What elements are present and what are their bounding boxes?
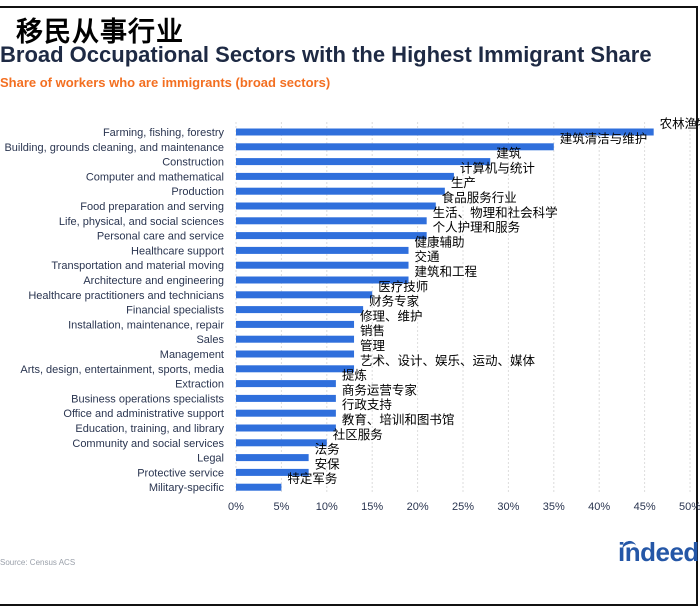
chinese-annotation: 教育、培训和图书馆 — [342, 412, 455, 427]
category-label: Installation, maintenance, repair — [68, 319, 224, 331]
chinese-annotation: 食品服务行业 — [442, 190, 517, 205]
chinese-annotation: 财务专家 — [369, 294, 420, 309]
bar — [236, 143, 554, 151]
bar — [236, 320, 355, 328]
chinese-annotation: 建筑清洁与维护 — [560, 131, 648, 146]
x-tick-label: 0% — [228, 501, 244, 513]
chinese-annotation: 社区服务 — [333, 427, 383, 442]
chinese-annotation: 个人护理和服务 — [433, 220, 521, 235]
category-label: Business operations specialists — [71, 393, 224, 405]
x-tick-label: 45% — [634, 501, 656, 513]
chinese-annotation: 计算机与统计 — [460, 160, 535, 175]
category-label: Arts, design, entertainment, sports, med… — [20, 364, 224, 376]
category-label: Healthcare support — [131, 245, 224, 257]
chinese-annotation: 生活、物理和社会科学 — [433, 205, 558, 220]
bar — [236, 350, 355, 358]
chart-title: Broad Occupational Sectors with the High… — [0, 42, 652, 67]
bar — [236, 380, 336, 388]
bar — [236, 187, 445, 195]
page-title-chinese: 移民从事行业 — [16, 17, 184, 48]
chart-frame — [0, 6, 698, 606]
category-label: Military-specific — [149, 482, 225, 494]
bar — [236, 483, 282, 491]
x-tick-label: 35% — [543, 501, 565, 513]
bar — [236, 424, 336, 432]
bar — [236, 158, 491, 166]
source-note: Source: Census ACS — [0, 558, 76, 567]
category-label: Food preparation and serving — [80, 201, 224, 213]
x-tick-label: 40% — [588, 501, 610, 513]
chinese-annotation: 提炼 — [342, 368, 367, 383]
bar — [236, 291, 373, 299]
chinese-annotation: 艺术、设计、娱乐、运动、媒体 — [360, 353, 536, 368]
category-label: Protective service — [137, 467, 224, 479]
bar — [236, 409, 336, 417]
chinese-annotation: 销售 — [360, 323, 385, 338]
category-label: Architecture and engineering — [83, 275, 224, 287]
bar — [236, 468, 309, 476]
category-label: Financial specialists — [126, 305, 224, 317]
chinese-annotation: 管理 — [360, 338, 386, 353]
x-tick-label: 20% — [407, 501, 429, 513]
chinese-annotation: 法务 — [315, 442, 340, 457]
category-label: Life, physical, and social sciences — [59, 216, 225, 228]
x-tick-label: 50% — [679, 501, 700, 513]
chinese-annotation: 安保 — [315, 456, 341, 471]
chinese-annotation: 修理、维护 — [360, 308, 423, 323]
category-label: Healthcare practitioners and technicians — [28, 290, 224, 302]
chinese-annotation: 商务运营专家 — [342, 382, 418, 397]
category-label: Construction — [162, 157, 224, 169]
category-label: Management — [160, 349, 224, 361]
bar — [236, 261, 409, 269]
bar — [236, 306, 364, 314]
chinese-annotation: 健康辅助 — [415, 234, 465, 249]
bar — [236, 217, 427, 225]
chinese-annotation: 医疗技师 — [378, 279, 428, 294]
chinese-annotation: 农林渔牧 — [660, 116, 700, 131]
bar — [236, 172, 454, 180]
category-label: Transportation and material moving — [51, 260, 224, 272]
category-label: Education, training, and library — [75, 423, 224, 435]
bar — [236, 276, 409, 284]
bar — [236, 335, 355, 343]
category-label: Community and social services — [72, 438, 224, 450]
bar — [236, 232, 427, 240]
x-tick-label: 5% — [273, 501, 289, 513]
x-tick-label: 15% — [361, 501, 383, 513]
category-label: Sales — [196, 334, 224, 346]
x-tick-label: 30% — [497, 501, 519, 513]
chinese-annotation: 建筑 — [496, 146, 522, 161]
bar — [236, 394, 336, 402]
category-label: Office and administrative support — [63, 408, 224, 420]
chinese-annotation: 建筑和工程 — [415, 264, 478, 279]
bar — [236, 246, 409, 254]
category-label: Building, grounds cleaning, and maintena… — [4, 142, 224, 154]
category-label: Production — [171, 186, 224, 198]
chinese-annotation: 特定军务 — [287, 471, 337, 486]
category-label: Extraction — [175, 379, 224, 391]
chinese-annotation: 生产 — [451, 175, 476, 190]
chinese-annotation: 行政支持 — [342, 397, 392, 412]
x-tick-label: 25% — [452, 501, 474, 513]
chinese-annotation: 交通 — [415, 249, 441, 264]
bar — [236, 365, 355, 373]
indeed-logo: indeed — [618, 537, 699, 567]
bar — [236, 202, 436, 210]
bar — [236, 439, 327, 447]
bar — [236, 128, 654, 136]
x-tick-label: 10% — [316, 501, 338, 513]
category-label: Computer and mathematical — [86, 171, 224, 183]
category-label: Farming, fishing, forestry — [103, 127, 225, 139]
category-label: Legal — [197, 453, 224, 465]
chart-subtitle: Share of workers who are immigrants (bro… — [0, 75, 331, 90]
bar — [236, 454, 309, 462]
category-label: Personal care and service — [97, 231, 224, 243]
